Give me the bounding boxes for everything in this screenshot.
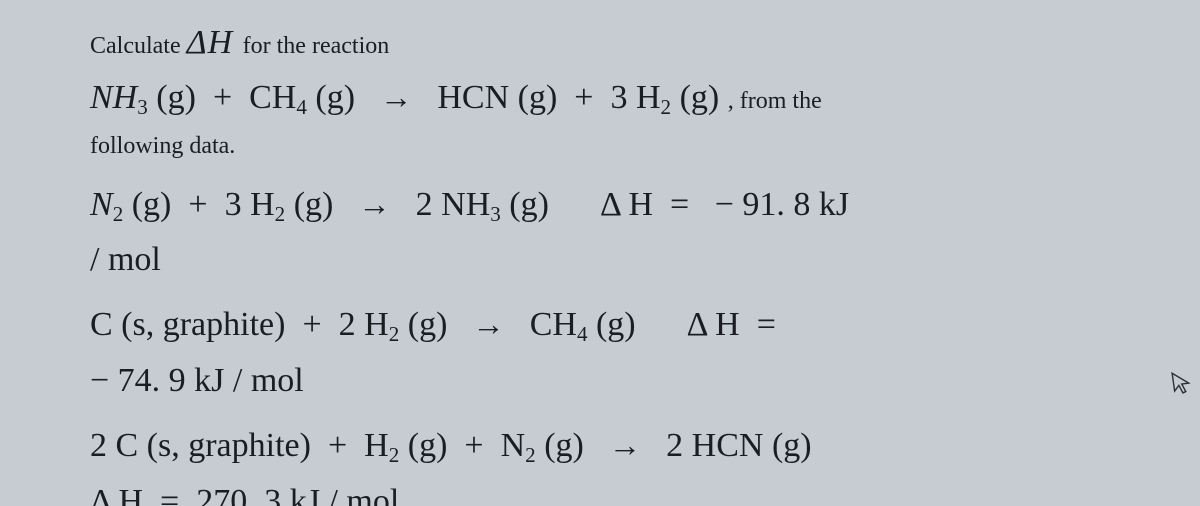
r1-n2-sub: 2 <box>113 201 124 225</box>
nh3-base: NH <box>90 79 137 116</box>
r3-n2-sub: 2 <box>525 443 536 467</box>
r2-h2-sub: 2 <box>389 322 400 346</box>
cursor-icon <box>1170 369 1194 403</box>
h2-coef: 3 H <box>610 79 660 116</box>
reaction-1: N2 (g) + 3 H2 (g) → 2 NH3 (g) Δ H = − 91… <box>90 180 1100 285</box>
arrow-target: → <box>372 79 420 115</box>
delta-h-symbol: ΔH <box>187 24 243 61</box>
nh3-sub: 3 <box>137 95 148 119</box>
reaction-1-permol: / mol <box>90 235 1100 284</box>
problem-text: Calculate ΔH for the reaction NH3 (g) + … <box>0 0 1140 506</box>
r3-n2: N <box>501 427 526 464</box>
species-3h2: 3 H2 (g) <box>610 79 727 116</box>
reaction-3-eq: 2 C (s, graphite) + H2 (g) + N2 (g) → 2 … <box>90 421 1100 470</box>
r1-h2: 3 H <box>225 186 275 223</box>
reaction-3: 2 C (s, graphite) + H2 (g) + N2 (g) → 2 … <box>90 421 1100 506</box>
species-hcn: HCN (g) <box>437 79 557 116</box>
h-italic: H <box>208 24 234 61</box>
r1-arrow: → <box>350 186 398 222</box>
reaction-1-eq: N2 (g) + 3 H2 (g) → 2 NH3 (g) Δ H = − 91… <box>90 180 1100 229</box>
h2-state: (g) <box>680 79 720 116</box>
r3-plus2: + <box>464 427 483 464</box>
delta-glyph: Δ <box>187 24 208 61</box>
r2-arrow: → <box>464 306 512 342</box>
trail-from-the: , from the <box>728 88 822 114</box>
following-data: following data. <box>90 129 1100 164</box>
r3-hcn: 2 HCN (g) <box>666 427 811 464</box>
r3-value: 270. 3 kJ / mol <box>196 483 399 506</box>
plus-2: + <box>574 79 593 116</box>
r1-nh3-sub: 3 <box>490 201 501 225</box>
r3-h2-state: (g) <box>408 427 448 464</box>
r1-nh3-state: (g) <box>509 186 549 223</box>
reaction-2-value: − 74. 9 kJ / mol <box>90 356 1100 405</box>
r3-dh-label: Δ H <box>90 483 143 506</box>
r3-arrow: → <box>601 427 649 463</box>
ch4-sub: 4 <box>296 95 307 119</box>
r2-ch4-state: (g) <box>596 306 636 343</box>
reaction-2: C (s, graphite) + 2 H2 (g) → CH4 (g) Δ H… <box>90 300 1100 405</box>
ch4-base: CH <box>249 79 296 116</box>
r2-h2: 2 H <box>339 306 389 343</box>
intro-tail: for the reaction <box>243 33 390 59</box>
r3-plus1: + <box>328 427 347 464</box>
r1-value: − 91. 8 kJ <box>715 186 849 223</box>
r1-h2-state: (g) <box>294 186 334 223</box>
target-reaction: NH3 (g) + CH4 (g) → HCN (g) + 3 H2 (g) ,… <box>90 73 1100 122</box>
r2-plus: + <box>302 306 321 343</box>
r1-n2: N <box>90 186 113 223</box>
plus-1: + <box>213 79 232 116</box>
r1-h2-sub: 2 <box>275 201 286 225</box>
r1-plus: + <box>188 186 207 223</box>
r2-c: C (s, graphite) <box>90 306 285 343</box>
r3-c: 2 C (s, graphite) <box>90 427 311 464</box>
r2-ch4-sub: 4 <box>577 322 588 346</box>
r2-ch4: CH <box>530 306 577 343</box>
reaction-2-eq: C (s, graphite) + 2 H2 (g) → CH4 (g) Δ H… <box>90 300 1100 349</box>
r2-dh: Δ H <box>687 306 740 343</box>
r1-dh: Δ H <box>600 186 653 223</box>
r3-h2: H <box>364 427 389 464</box>
r3-n2-state: (g) <box>544 427 584 464</box>
species-nh3: NH3 (g) <box>90 79 204 116</box>
r2-eq: = <box>757 306 776 343</box>
ch4-state: (g) <box>315 79 355 116</box>
word-calculate: Calculate <box>90 33 181 59</box>
r3-h2-sub: 2 <box>389 443 400 467</box>
nh3-state: (g) <box>156 79 196 116</box>
r2-h2-state: (g) <box>408 306 448 343</box>
r1-nh3: 2 NH <box>416 186 491 223</box>
species-ch4: CH4 (g) <box>249 79 363 116</box>
reaction-3-dh: Δ H = 270. 3 kJ / mol <box>90 477 1100 506</box>
r3-eq: = <box>160 483 179 506</box>
r1-n2-state: (g) <box>132 186 172 223</box>
h2-sub: 2 <box>661 95 672 119</box>
intro-line-1: Calculate ΔH for the reaction <box>90 18 1100 67</box>
r1-eq: = <box>670 186 689 223</box>
